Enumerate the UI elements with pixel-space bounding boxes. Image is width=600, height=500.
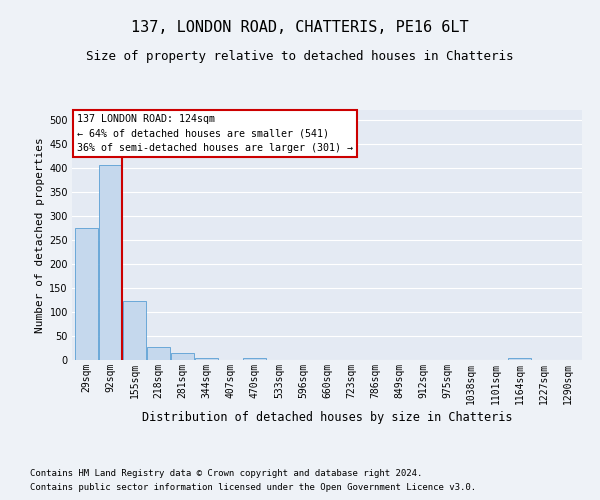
Text: Size of property relative to detached houses in Chatteris: Size of property relative to detached ho… bbox=[86, 50, 514, 63]
Bar bbox=[244, 358, 266, 360]
Text: Contains public sector information licensed under the Open Government Licence v3: Contains public sector information licen… bbox=[30, 484, 476, 492]
X-axis label: Distribution of detached houses by size in Chatteris: Distribution of detached houses by size … bbox=[142, 411, 512, 424]
Bar bbox=[147, 346, 170, 360]
Y-axis label: Number of detached properties: Number of detached properties bbox=[35, 137, 45, 333]
Bar bbox=[99, 166, 122, 360]
Bar bbox=[508, 358, 531, 360]
Text: Contains HM Land Registry data © Crown copyright and database right 2024.: Contains HM Land Registry data © Crown c… bbox=[30, 468, 422, 477]
Bar bbox=[195, 358, 218, 360]
Text: 137, LONDON ROAD, CHATTERIS, PE16 6LT: 137, LONDON ROAD, CHATTERIS, PE16 6LT bbox=[131, 20, 469, 35]
Bar bbox=[75, 228, 98, 360]
Bar bbox=[171, 354, 194, 360]
Bar bbox=[123, 302, 146, 360]
Text: 137 LONDON ROAD: 124sqm
← 64% of detached houses are smaller (541)
36% of semi-d: 137 LONDON ROAD: 124sqm ← 64% of detache… bbox=[77, 114, 353, 154]
